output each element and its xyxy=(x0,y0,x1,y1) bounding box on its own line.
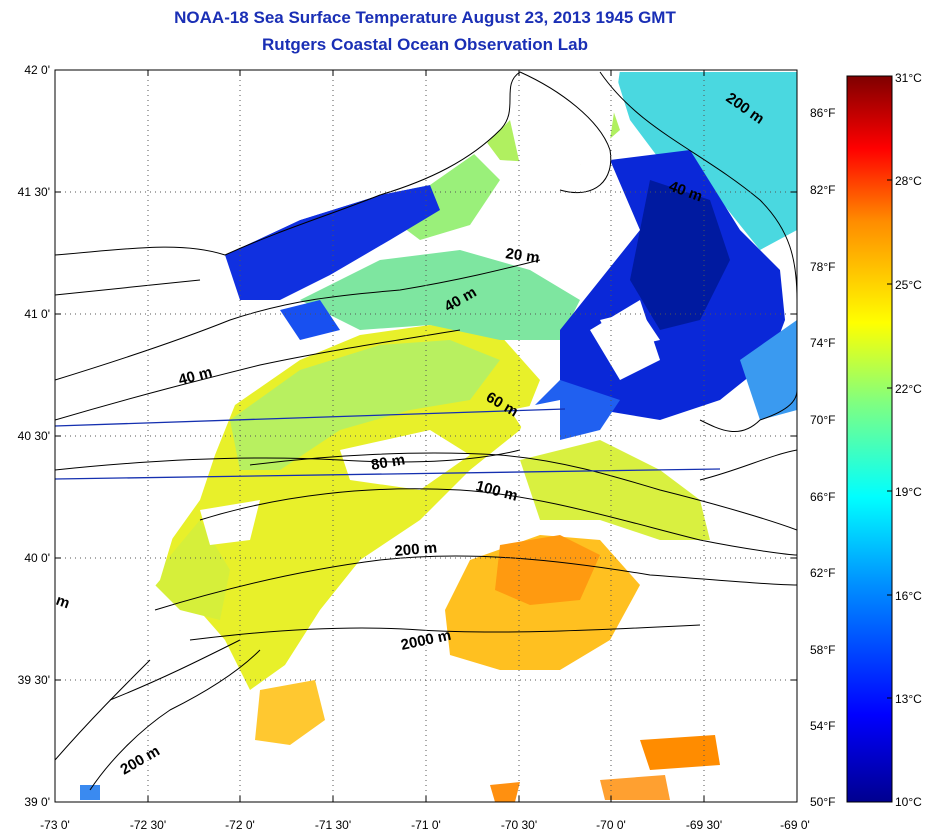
cloud-gap xyxy=(200,500,260,545)
lon-tick: -70 30' xyxy=(501,818,537,832)
lat-tick: 40 30' xyxy=(18,429,50,443)
sst-patch xyxy=(600,775,670,800)
land-mass xyxy=(55,70,520,280)
lon-tick: -70 0' xyxy=(596,818,626,832)
sst-patch xyxy=(225,185,440,300)
lon-tick: -69 0' xyxy=(780,818,810,832)
celsius-axis: 31°C 28°C 25°C 22°C 19°C 16°C 13°C 10°C xyxy=(895,71,922,809)
celsius-tick: 31°C xyxy=(895,71,922,85)
fahrenheit-tick: 54°F xyxy=(810,719,835,733)
colorbar-ticks xyxy=(887,179,892,699)
fahrenheit-tick: 78°F xyxy=(810,260,835,274)
island xyxy=(600,310,660,350)
latitude-axis: 42 0' 41 30' 41 0' 40 30' 40 0' 39 30' 3… xyxy=(18,63,50,809)
fahrenheit-tick: 58°F xyxy=(810,643,835,657)
lat-tick: 39 0' xyxy=(24,795,50,809)
land-mass xyxy=(55,470,190,720)
map-subtitle: Rutgers Coastal Ocean Observation Lab xyxy=(262,35,588,54)
fahrenheit-tick: 66°F xyxy=(810,490,835,504)
fahrenheit-tick: 74°F xyxy=(810,336,835,350)
lat-tick: 42 0' xyxy=(24,63,50,77)
sst-patch xyxy=(640,735,720,770)
celsius-tick: 22°C xyxy=(895,382,922,396)
lat-tick: 40 0' xyxy=(24,551,50,565)
map-title: NOAA-18 Sea Surface Temperature August 2… xyxy=(174,8,676,27)
longitude-axis: -73 0' -72 30' -72 0' -71 30' -71 0' -70… xyxy=(40,818,810,832)
celsius-tick: 13°C xyxy=(895,692,922,706)
colorbar xyxy=(846,75,893,803)
island xyxy=(520,195,580,240)
sst-patch xyxy=(230,340,500,470)
sst-patch xyxy=(495,535,600,605)
axis-ticks xyxy=(54,69,798,803)
sst-data-layer xyxy=(55,70,797,802)
depth-label: 200 m xyxy=(394,539,438,560)
fahrenheit-tick: 86°F xyxy=(810,106,835,120)
graticule xyxy=(55,70,797,802)
fahrenheit-tick: 70°F xyxy=(810,413,835,427)
lon-tick: -71 30' xyxy=(315,818,351,832)
sst-patch xyxy=(80,785,100,800)
sst-patch xyxy=(630,180,730,330)
lat-tick: 41 30' xyxy=(18,185,50,199)
bathymetry-contours xyxy=(55,71,797,791)
depth-label: 80 m xyxy=(370,451,407,474)
celsius-tick: 25°C xyxy=(895,278,922,292)
fahrenheit-axis: 86°F 82°F 78°F 74°F 70°F 66°F 62°F 58°F … xyxy=(810,106,835,809)
lon-tick: -71 0' xyxy=(411,818,441,832)
sst-patch xyxy=(280,300,340,340)
lon-tick: -72 0' xyxy=(225,818,255,832)
land-mass xyxy=(55,420,150,470)
sst-patch xyxy=(255,680,325,745)
fahrenheit-tick: 62°F xyxy=(810,566,835,580)
celsius-tick: 28°C xyxy=(895,174,922,188)
land-mass xyxy=(55,255,230,390)
transect-lines xyxy=(55,408,721,480)
sst-patch xyxy=(300,250,580,340)
land-mass xyxy=(500,70,620,175)
lat-tick: 41 0' xyxy=(24,307,50,321)
lat-tick: 39 30' xyxy=(18,673,50,687)
fahrenheit-tick: 82°F xyxy=(810,183,835,197)
cloud-gap xyxy=(340,430,470,490)
depth-label: 20 m xyxy=(504,245,540,267)
sst-patch xyxy=(740,320,797,420)
lon-tick: -72 30' xyxy=(130,818,166,832)
fahrenheit-tick: 50°F xyxy=(810,795,835,809)
celsius-tick: 10°C xyxy=(895,795,922,809)
celsius-tick: 16°C xyxy=(895,589,922,603)
lon-tick: -69 30' xyxy=(686,818,722,832)
celsius-tick: 19°C xyxy=(895,485,922,499)
depth-label: m xyxy=(54,592,72,613)
sst-patch xyxy=(490,782,520,802)
lon-tick: -73 0' xyxy=(40,818,70,832)
